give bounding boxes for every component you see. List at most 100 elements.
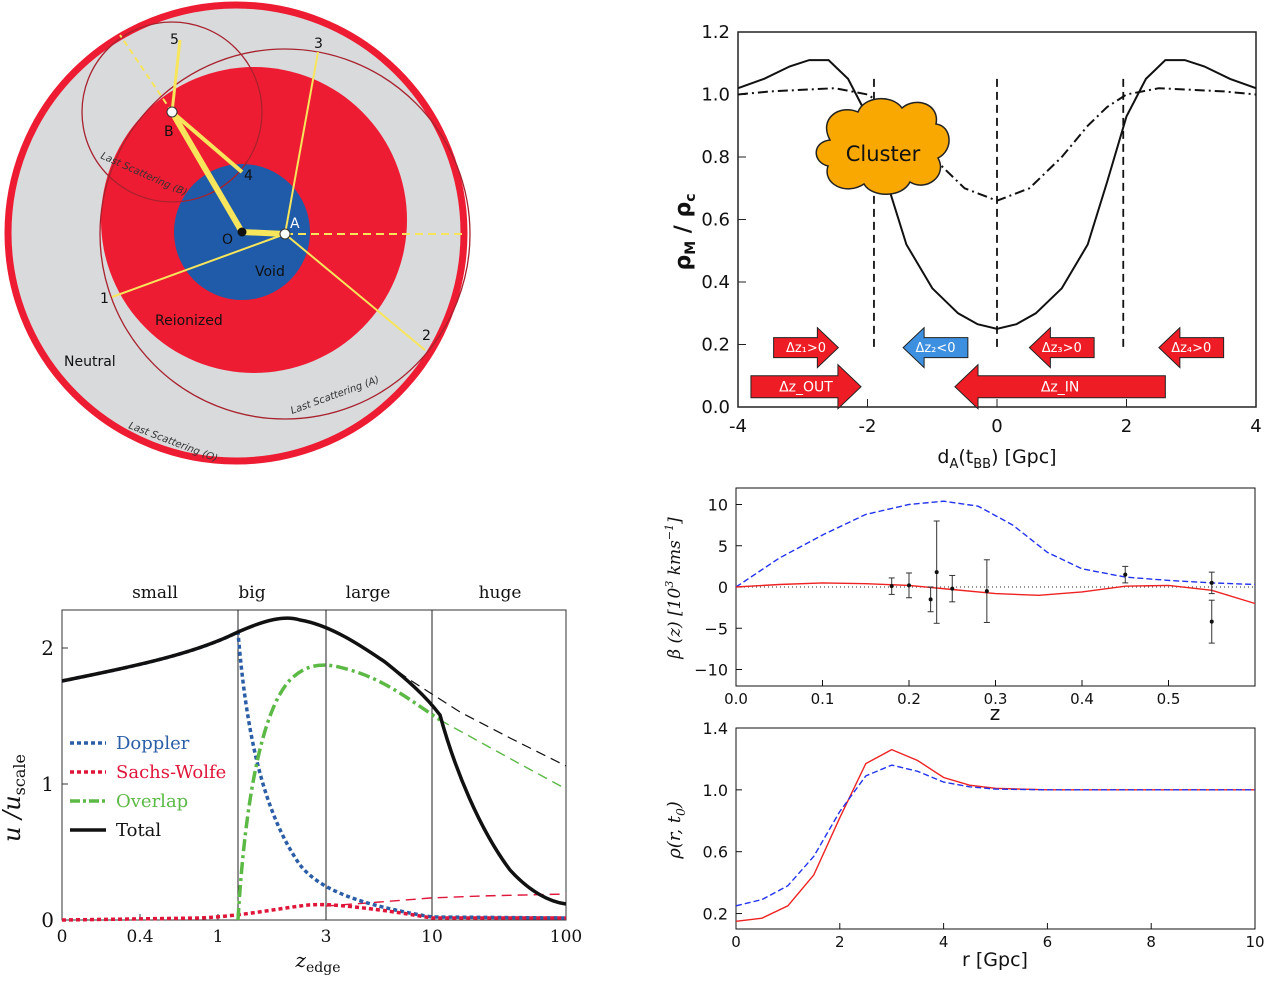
y-tick-label: −10	[694, 661, 728, 680]
data-point	[907, 583, 911, 588]
y-tick-label: 0.6	[703, 843, 728, 862]
label-reionized: Reionized	[155, 313, 223, 329]
label-a: A	[290, 216, 300, 232]
x-tick-label: 8	[1146, 933, 1156, 951]
y-tick-label: 5	[718, 537, 728, 556]
last-scattering-b-circle	[81, 21, 263, 203]
x-tick-label: 0.4	[1070, 690, 1094, 708]
y-tick-label: −5	[704, 619, 728, 638]
y-tick-label: 0	[41, 908, 54, 932]
x-tick-label: 0	[731, 933, 741, 951]
arrow-dz-in-label: Δz_IN	[1041, 380, 1080, 396]
legend-label-sachs-wolfe: Sachs-Wolfe	[116, 762, 226, 783]
x-tick-label: 2	[835, 933, 845, 951]
cluster-cloud	[815, 98, 950, 195]
data-point	[928, 597, 933, 602]
label-n5: 5	[170, 32, 179, 48]
legend-label-overlap: Overlap	[116, 791, 188, 812]
point-a-marker	[279, 228, 291, 240]
arrow-dz-out	[750, 363, 862, 410]
y-tick-label: 2	[41, 636, 54, 660]
region-label-large: large	[346, 583, 391, 603]
arrow-dz4-label: Δz₄>0	[1171, 341, 1211, 356]
data-point	[1123, 572, 1128, 577]
y-tick-label: 0.8	[701, 147, 730, 168]
overlap-extrapolation-line	[439, 719, 567, 790]
sachs-wolfe-extrapolation-line	[325, 893, 567, 907]
rho-dashed-line	[735, 764, 1255, 907]
rho-solid-line	[735, 748, 1255, 922]
y-tick-label: 1.4	[703, 719, 728, 738]
arrow-dz2	[902, 326, 969, 369]
light-rays	[111, 34, 465, 351]
beta-dashed-line	[735, 500, 1256, 588]
y-axis-label: β (z) [103 kms−1]	[663, 517, 685, 660]
label-n3: 3	[314, 36, 323, 52]
x-tick-label: 4	[1250, 416, 1261, 437]
x-tick-label: 2	[1121, 416, 1132, 437]
x-tick-label: 10	[1245, 933, 1264, 951]
beta-z-chart: 0.0 0.1 0.2 0.3 0.4 0.5 10 5 0 −5 −10 β (z) [103 k…	[650, 480, 1287, 725]
label-b: B	[164, 124, 174, 140]
rho-r-chart: 0 2 4 6 8 10 0.2 0.6 1.0 1.4 ρ(r, t0) r [Gpc]	[650, 718, 1287, 980]
sachs-wolfe-line	[61, 902, 566, 922]
arrow-dz2-label: Δz₂<0	[915, 341, 955, 356]
last-scattering-a-circle	[99, 48, 471, 420]
y-tick-label: 0.0	[701, 397, 730, 418]
density-profile-chart: -4 -2 0 2 4 0.0 0.2 0.4 0.6 0.8 1.0 1.2 Δz₁>0 Δz₂<0 Δ…	[650, 0, 1287, 480]
x-tick-label: 0	[57, 927, 68, 947]
x-tick-label: 0.2	[897, 690, 921, 708]
data-point	[1209, 619, 1214, 624]
y-axis-label: u /uscale	[0, 754, 29, 842]
legend-label-doppler: Doppler	[116, 733, 190, 754]
beta-solid-line	[735, 582, 1256, 605]
total-line	[61, 616, 567, 906]
point-b-marker	[166, 106, 178, 118]
arrow-dz1	[773, 326, 840, 369]
arrow-dz-out-label: Δz_OUT	[779, 380, 833, 396]
region-label-huge: huge	[479, 583, 522, 603]
x-tick-label: 0.0	[724, 690, 748, 708]
y-tick-label: 1.0	[701, 85, 730, 106]
u-scale-chart: 0 0.4 1 3 10 100 0 1 2 small big large huge Doppler S…	[0, 480, 650, 980]
data-point	[984, 589, 989, 594]
data-point	[934, 570, 939, 575]
x-tick-label: 100	[550, 927, 582, 947]
x-tick-label: -2	[859, 416, 877, 437]
overlap-line	[236, 663, 441, 921]
x-axis-label: dA(tBB) [Gpc]	[937, 446, 1056, 472]
region-label-big: big	[238, 583, 265, 603]
x-tick-label: 0.4	[126, 927, 153, 947]
arrow-dz1-label: Δz₁>0	[786, 341, 826, 356]
x-tick-label: 0	[991, 416, 1002, 437]
arrow-dz3	[1028, 326, 1095, 369]
y-tick-label: 1	[41, 772, 54, 796]
observer-o-point	[237, 227, 247, 237]
y-tick-label: 0.2	[703, 905, 728, 924]
x-axis-label: zedge	[294, 948, 340, 976]
arrow-dz3-label: Δz₃>0	[1042, 341, 1082, 356]
x-tick-label: 4	[939, 933, 949, 951]
y-tick-label: 10	[708, 496, 728, 515]
x-axis-label: r [Gpc]	[962, 949, 1028, 971]
total-extrapolation-line	[384, 661, 567, 767]
cluster-label: Cluster	[846, 142, 921, 166]
arrow-dz4	[1158, 326, 1225, 369]
y-axis-label: ρ(r, t0)	[664, 801, 688, 860]
y-tick-label: 0	[718, 578, 728, 597]
label-n1: 1	[100, 291, 109, 307]
label-void: Void	[255, 264, 285, 280]
x-tick-label: -4	[729, 416, 747, 437]
y-axis-label: ρM / ρc	[671, 193, 699, 270]
x-tick-label: 0.1	[811, 690, 835, 708]
label-n2: 2	[422, 328, 431, 344]
y-tick-label: 1.2	[701, 22, 730, 43]
void-diagram: O A B Void Reionized Neutral 1 2 3 4 5 L…	[0, 0, 650, 480]
x-tick-label: 3	[321, 927, 332, 947]
data-point	[950, 586, 955, 591]
x-tick-label: 0.3	[984, 690, 1008, 708]
region-label-small: small	[132, 583, 178, 603]
x-tick-label: 10	[421, 927, 443, 947]
plot-frame	[61, 609, 567, 921]
x-axis-label: z	[990, 701, 1001, 720]
